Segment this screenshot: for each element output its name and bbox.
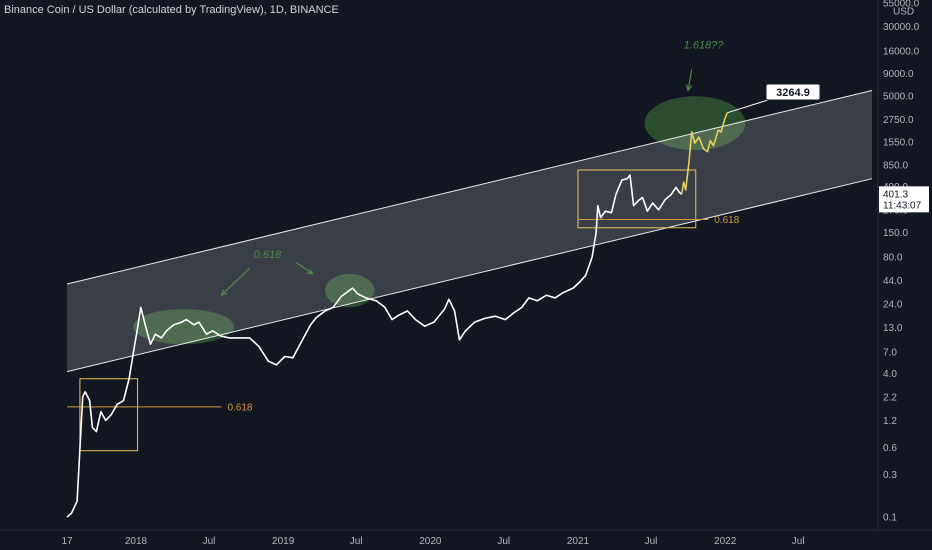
price-series — [66, 112, 728, 518]
y-tick-label: 44.0 — [883, 276, 903, 287]
arrow-head — [685, 84, 693, 92]
y-tick-label: 1550.0 — [883, 137, 914, 148]
highlight-zone-3 — [644, 96, 746, 151]
y-axis-unit: USD — [893, 7, 914, 18]
y-tick-label: 16000.0 — [883, 47, 920, 58]
y-tick-label: 55000.0 — [883, 0, 920, 10]
consolidation-box-1 — [79, 378, 139, 452]
y-axis-background — [878, 0, 932, 550]
price-callout-pointer — [727, 99, 769, 114]
y-tick-label: 24.0 — [883, 299, 903, 310]
channel-fill — [67, 90, 872, 372]
last-price-countdown: 11:43:07 — [883, 200, 922, 211]
y-tick-label: 0.6 — [883, 443, 897, 454]
channel-lower-line — [66, 178, 873, 373]
x-axis: 17 2018 Jul 2019 Jul 2020 Jul 2021 Jul 2022 Jul — [0, 529, 932, 550]
x-tick-label: 2022 — [714, 536, 737, 547]
price-callout: 3264.9 — [727, 83, 821, 114]
annotation-text-1: 0.618 — [254, 249, 282, 261]
x-tick-label: Jul — [497, 536, 510, 547]
y-tick-label: 7.0 — [883, 347, 897, 358]
x-tick-label: Jul — [350, 536, 363, 547]
arrow-shaft — [295, 261, 313, 275]
y-tick-label: 80.0 — [883, 253, 903, 264]
y-tick-label: 1.2 — [883, 416, 897, 427]
x-tick-label: 2019 — [272, 536, 295, 547]
y-axis: 0.1 0.3 0.6 1.2 2.2 4.0 7.0 13.0 24.0 44.0 80.0 150… — [877, 0, 932, 550]
last-price-tag — [879, 186, 929, 213]
fib-levels: 0.618 0.618 — [67, 215, 740, 413]
y-tick-label: 9000.0 — [883, 69, 914, 80]
annotation-text-2: 1.618?? — [684, 40, 725, 52]
consolidation-boxes — [79, 169, 697, 452]
y-tick-label: 0.3 — [883, 470, 897, 481]
x-tick-label: 2020 — [419, 536, 442, 547]
price-series-line-2 — [680, 112, 728, 195]
y-tick-label: 30000.0 — [883, 22, 920, 33]
chart-title: Binance Coin / US Dollar (calculated by … — [4, 4, 339, 16]
annotation-arrow-2 — [295, 261, 314, 275]
x-tick-label: 2021 — [567, 536, 590, 547]
x-tick-label: Jul — [203, 536, 216, 547]
x-tick-label: 17 — [61, 536, 73, 547]
x-axis-background — [0, 530, 932, 550]
x-tick-label: Jul — [792, 536, 805, 547]
arrow-shaft — [221, 267, 251, 296]
arrow-head — [306, 268, 314, 275]
x-tick-label: 2018 — [125, 536, 148, 547]
arrow-head — [220, 289, 228, 297]
y-tick-label: 4.0 — [883, 369, 897, 380]
y-tick-label: 5000.0 — [883, 92, 914, 103]
y-tick-label: 2.2 — [883, 392, 897, 403]
fib-label-2: 0.618 — [714, 215, 739, 226]
y-tick-label: 0.1 — [883, 513, 897, 524]
fib-label-1: 0.618 — [227, 402, 252, 413]
price-channel — [66, 89, 873, 373]
y-tick-label: 850.0 — [883, 161, 908, 172]
annotation-arrow-3 — [685, 69, 693, 92]
channel-upper-line — [66, 89, 873, 285]
y-tick-label: 2750.0 — [883, 115, 914, 126]
price-callout-value: 3264.9 — [776, 87, 810, 99]
annotation-texts: 0.618 1.618?? — [254, 40, 725, 261]
price-callout-box — [765, 83, 821, 101]
x-tick-label: Jul — [645, 536, 658, 547]
arrow-shaft — [687, 69, 693, 91]
annotation-arrow-1 — [220, 267, 251, 297]
price-series-line-1 — [66, 174, 683, 518]
annotation-arrows — [220, 69, 693, 297]
y-tick-label: 150.0 — [883, 228, 908, 239]
y-tick-label: 13.0 — [883, 323, 903, 334]
last-price-value: 401.3 — [883, 189, 908, 200]
consolidation-box-2 — [577, 169, 697, 229]
